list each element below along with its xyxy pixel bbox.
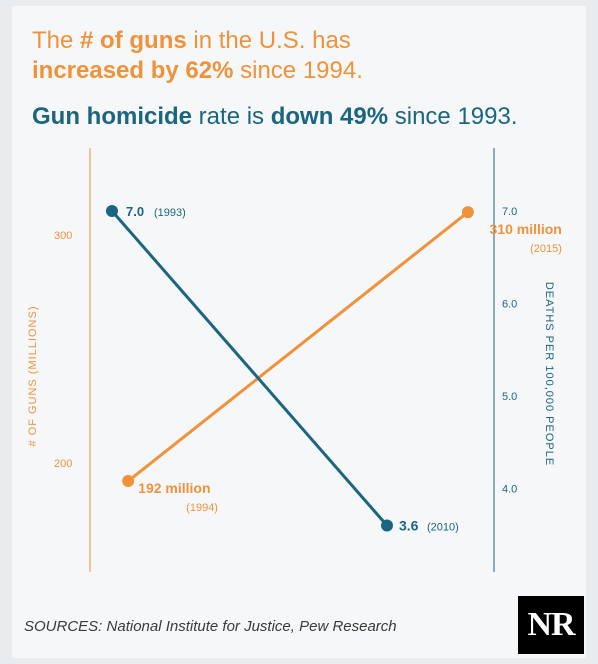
sources-note: SOURCES: National Institute for Justice,… [24,618,397,635]
guns-series-line [127,211,469,483]
guns-1994-value-label: 192 million [138,480,210,496]
left-axis-title: # OF GUNS (MILLIONS) [27,305,39,446]
right-axis-tick-label: 6.0 [502,299,517,311]
headline-guns-line-1: The # of guns in the U.S. has [32,27,351,54]
dual-axis-line-chart: 300 200 7.0 6.0 5.0 4.0 # OF GUNS (MILLIONS) DE… [27,148,562,572]
guns-2015-value-label: 310 million [490,221,562,237]
infographic-card: The # of guns in the U.S. has increased … [12,6,586,658]
left-axis-tick-label: 200 [54,458,72,470]
homicide-1993-value-label: 7.0 [126,204,144,219]
headline-homicide: Gun homicide rate is down 49% since 1993… [32,103,518,130]
nr-logo: NR [518,596,584,654]
left-axis-tick-label: 300 [54,230,72,242]
right-axis-title: DEATHS PER 100,000 PEOPLE [543,282,555,466]
homicide-2010-value-label: 3.6 [399,518,419,534]
right-axis-tick-label: 5.0 [502,391,517,403]
homicide-2010-year-label: (2010) [427,522,459,534]
right-axis-tick-label: 4.0 [502,484,517,496]
guns-data-point [461,206,474,219]
guns-1994-year-label: (1994) [186,502,218,514]
nr-logo-text: NR [527,606,575,643]
guns-data-point [122,475,135,488]
homicide-1993-year-label: (1993) [154,207,186,219]
headline-guns-line-2: increased by 62% since 1994. [32,57,363,84]
homicide-data-point [106,205,118,217]
right-axis-tick-label: 7.0 [502,206,517,218]
homicide-series-line [110,210,389,527]
guns-2015-year-label: (2015) [530,243,562,255]
homicide-data-point [380,519,393,532]
